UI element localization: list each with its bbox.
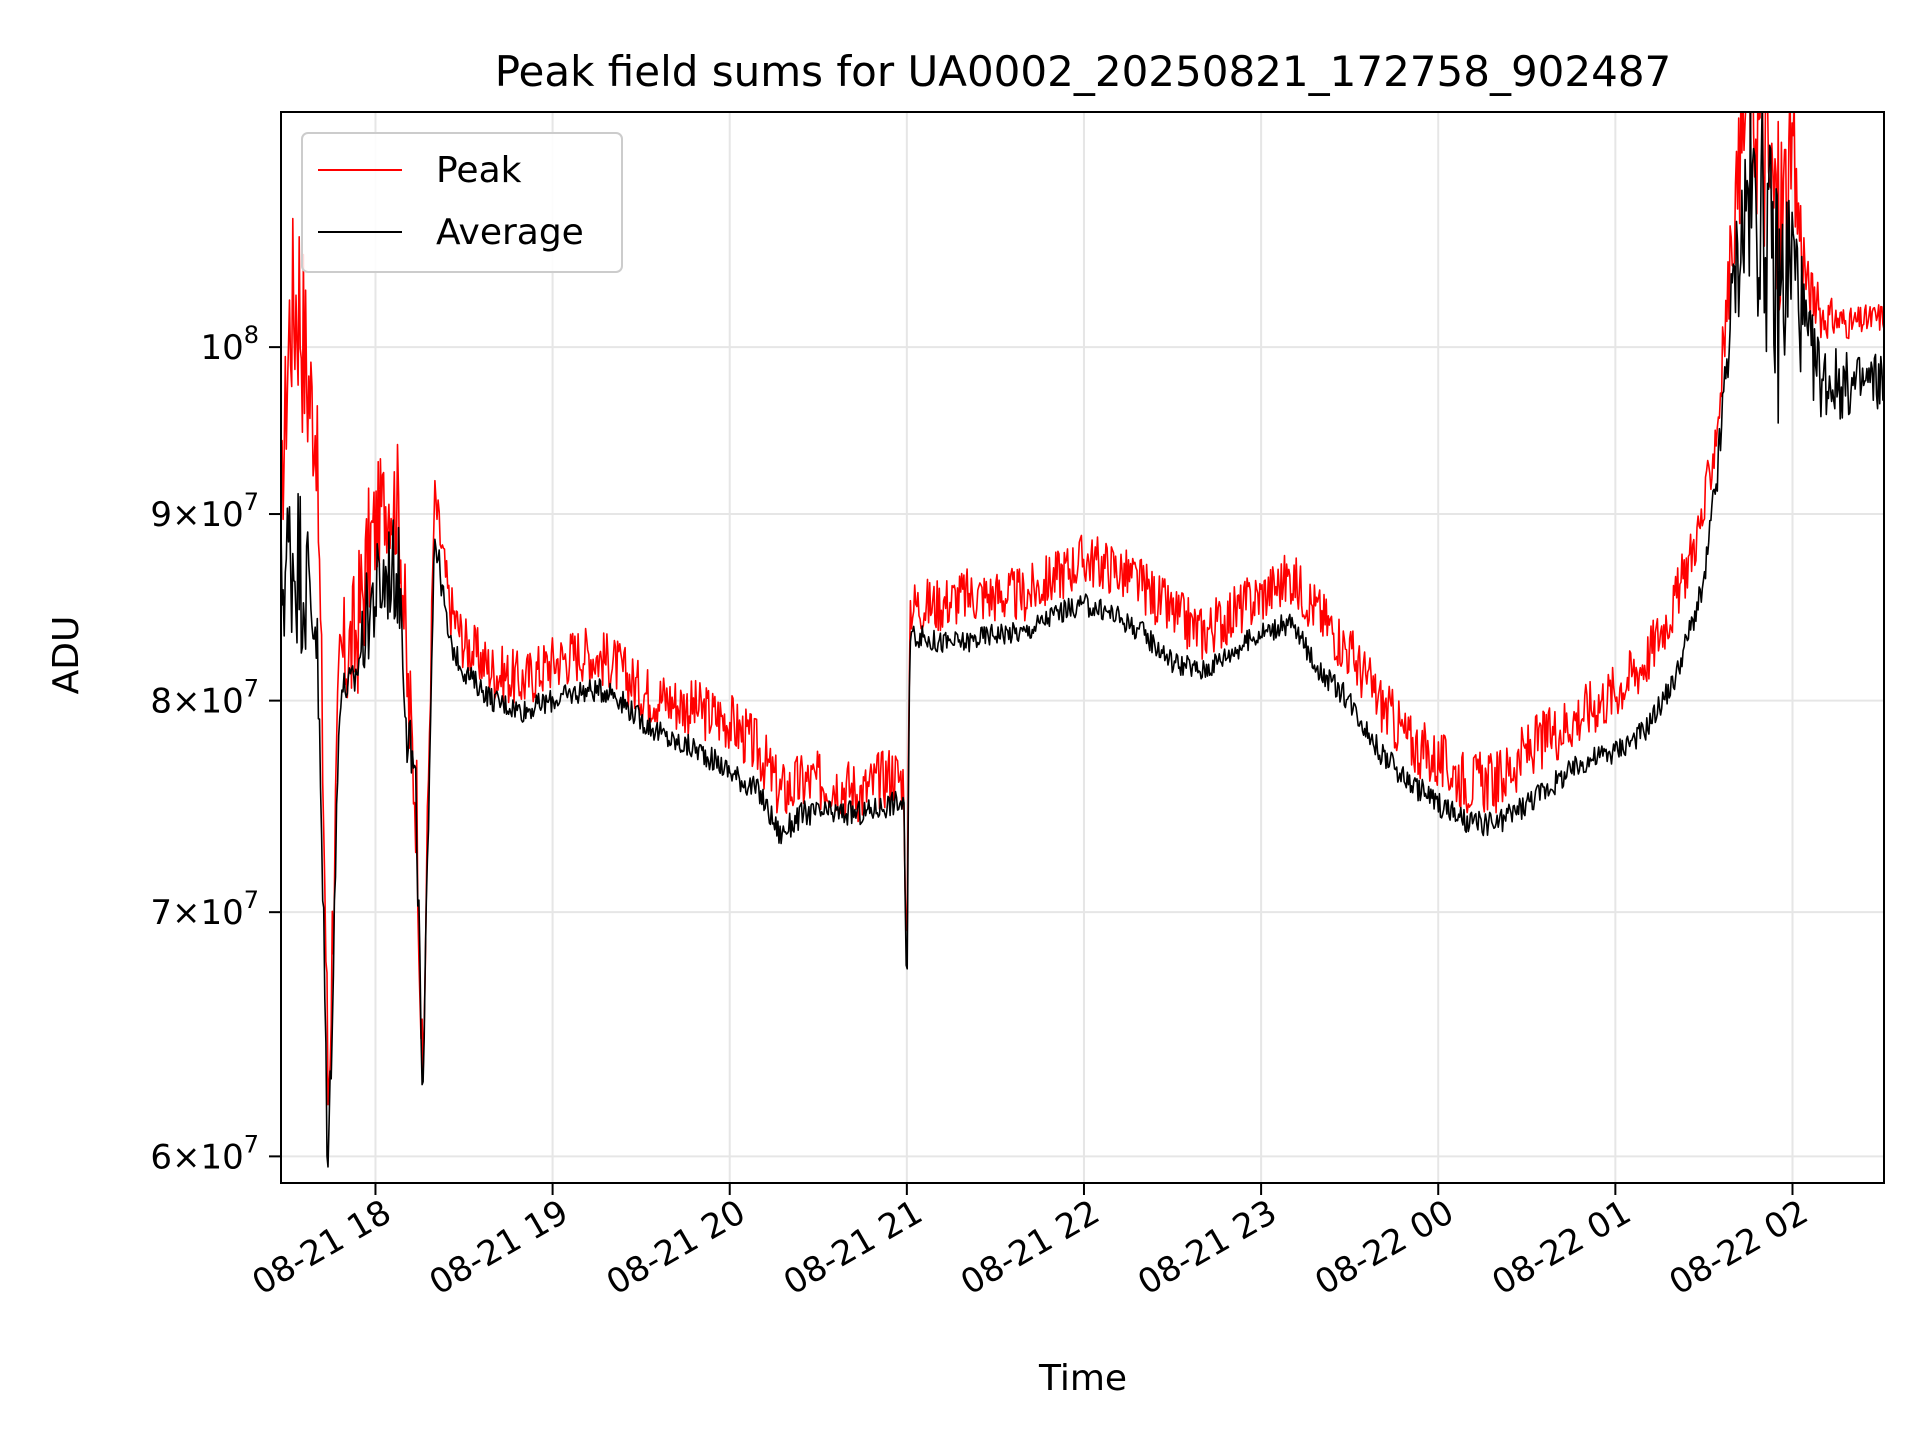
plot-frame — [280, 111, 1885, 1184]
series-line-average — [281, 112, 1884, 1168]
legend: Peak Average — [301, 132, 623, 273]
y-axis-label: ADU — [46, 616, 87, 695]
chart-title: Peak field sums for UA0002_20250821_1727… — [495, 47, 1672, 96]
legend-peak-label: Peak — [436, 150, 522, 191]
x-axis-label: Time — [1038, 1358, 1127, 1399]
legend-box — [301, 132, 623, 273]
y-tick-label: 9×107 — [150, 488, 259, 535]
legend-average-label: Average — [436, 212, 584, 253]
y-tick-label: 6×107 — [150, 1130, 259, 1177]
series-line-peak — [281, 112, 1884, 1106]
series-layer — [281, 112, 1884, 1168]
y-tick-label: 8×107 — [150, 675, 259, 722]
y-tick-label: 108 — [200, 321, 259, 368]
y-tick-label: 7×107 — [150, 886, 259, 933]
grid — [281, 112, 1884, 1183]
